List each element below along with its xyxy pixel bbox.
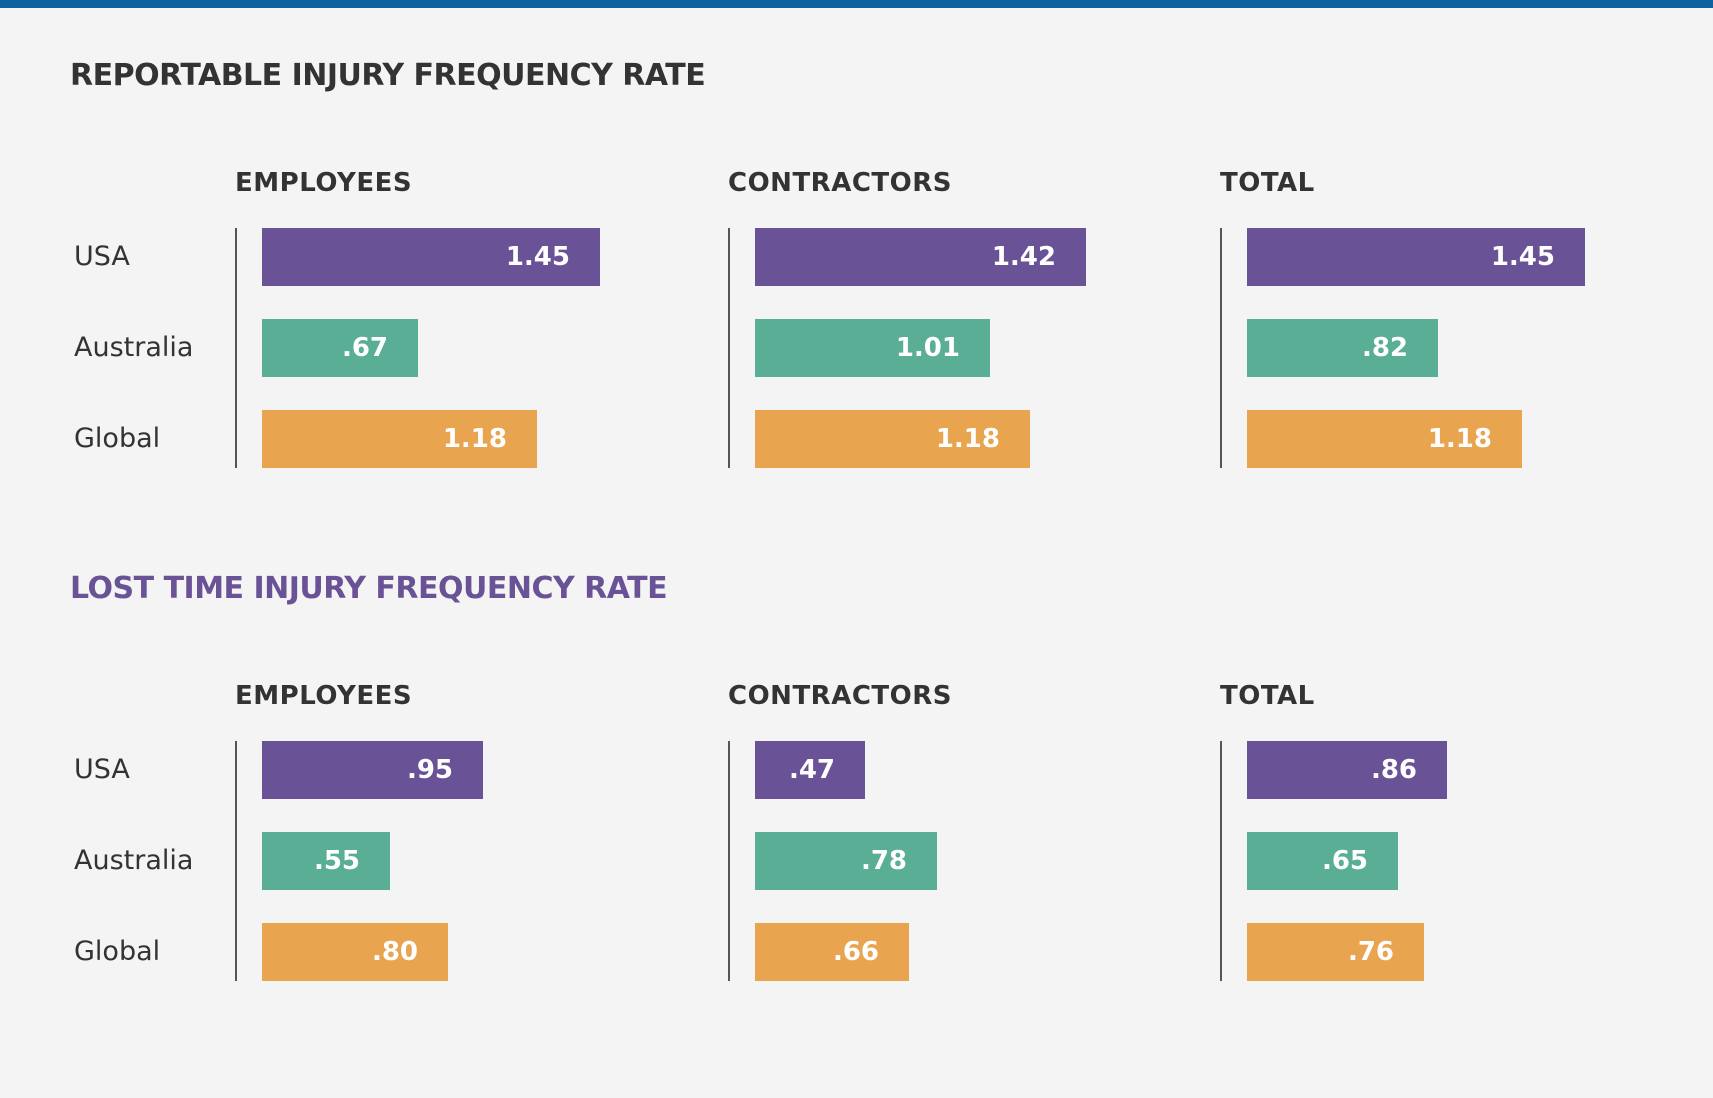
- bar-value-label: 1.18: [442, 424, 507, 454]
- row-label-usa: USA: [74, 754, 130, 785]
- row-label-australia: Australia: [74, 845, 194, 876]
- bar-value-label: .80: [371, 937, 418, 967]
- bar-value-label: 1.45: [1490, 242, 1555, 272]
- bar-total-australia: .65: [1247, 832, 1398, 890]
- panel-title-contractors: CONTRACTORS: [728, 168, 952, 198]
- row-label-global: Global: [74, 423, 161, 454]
- panel-title-employees: EMPLOYEES: [235, 168, 413, 198]
- bar-total-usa: 1.45: [1247, 228, 1585, 286]
- panel-axis-line: [1220, 228, 1222, 468]
- panel-title-total: TOTAL: [1220, 168, 1315, 198]
- bar-value-label: .76: [1347, 937, 1394, 967]
- bar-contractors-global: .66: [755, 923, 909, 981]
- bar-value-label: .78: [860, 846, 907, 876]
- bar-contractors-australia: .78: [755, 832, 937, 890]
- bar-value-label: .65: [1321, 846, 1368, 876]
- chart-title: REPORTABLE INJURY FREQUENCY RATE: [70, 58, 706, 93]
- bar-contractors-usa: .47: [755, 741, 865, 799]
- row-label-australia: Australia: [74, 332, 194, 363]
- bar-employees-usa: 1.45: [262, 228, 600, 286]
- bar-value-label: 1.18: [935, 424, 1000, 454]
- panel-axis-line: [728, 228, 730, 468]
- bar-total-australia: .82: [1247, 319, 1438, 377]
- bar-value-label: 1.18: [1427, 424, 1492, 454]
- bar-employees-global: .80: [262, 923, 448, 981]
- bar-total-global: .76: [1247, 923, 1424, 981]
- bar-value-label: .95: [406, 755, 453, 785]
- row-label-global: Global: [74, 936, 161, 967]
- row-label-usa: USA: [74, 241, 130, 272]
- bar-value-label: 1.45: [505, 242, 570, 272]
- bar-employees-australia: .55: [262, 832, 390, 890]
- panel-title-employees: EMPLOYEES: [235, 681, 413, 711]
- bar-value-label: .66: [832, 937, 879, 967]
- panel-title-contractors: CONTRACTORS: [728, 681, 952, 711]
- panel-title-total: TOTAL: [1220, 681, 1315, 711]
- bar-contractors-usa: 1.42: [755, 228, 1086, 286]
- bar-employees-usa: .95: [262, 741, 483, 799]
- chart-title: LOST TIME INJURY FREQUENCY RATE: [70, 571, 668, 606]
- panel-axis-line: [728, 741, 730, 981]
- panel-axis-line: [235, 228, 237, 468]
- bar-contractors-australia: 1.01: [755, 319, 990, 377]
- bar-total-global: 1.18: [1247, 410, 1522, 468]
- bar-value-label: .67: [341, 333, 388, 363]
- bar-value-label: .82: [1361, 333, 1408, 363]
- bar-value-label: .86: [1370, 755, 1417, 785]
- bar-contractors-global: 1.18: [755, 410, 1030, 468]
- bar-value-label: .47: [788, 755, 835, 785]
- panel-axis-line: [235, 741, 237, 981]
- panel-axis-line: [1220, 741, 1222, 981]
- top-accent-bar: [0, 0, 1713, 8]
- bar-employees-australia: .67: [262, 319, 418, 377]
- bar-value-label: .55: [313, 846, 360, 876]
- bar-employees-global: 1.18: [262, 410, 537, 468]
- bar-total-usa: .86: [1247, 741, 1447, 799]
- bar-value-label: 1.01: [895, 333, 960, 363]
- bar-value-label: 1.42: [991, 242, 1056, 272]
